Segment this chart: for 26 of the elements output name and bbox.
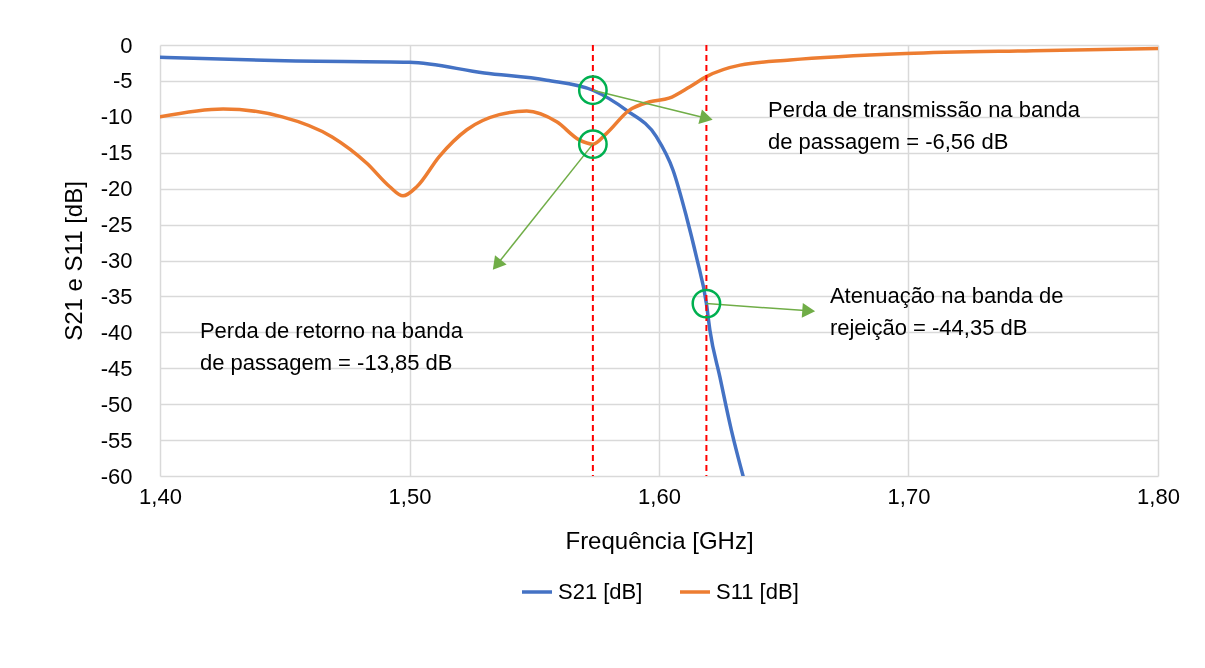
annotation: Perda de transmissão na banda de passagem = -6,56 dB [768, 96, 1081, 154]
x-tick-label: 1,80 [1137, 483, 1180, 509]
y-axis-title: S21 e S11 [dB] [59, 181, 87, 341]
y-tick-label: -45 [100, 355, 133, 381]
y-tick-label: -50 [100, 391, 133, 417]
annotation: Atenuação na banda de rejeição = -44,35 dB [829, 282, 1064, 340]
y-tick-label: -30 [100, 248, 133, 273]
y-tick-label: -5 [112, 68, 133, 94]
y-tick-label: -25 [100, 212, 133, 238]
x-tick-label: 1,70 [887, 483, 931, 509]
legend-label: S21 [dB] [558, 579, 643, 604]
y-tick-label: -35 [100, 283, 133, 309]
y-tick-label: -10 [100, 104, 133, 130]
y-tick-label: 0 [120, 32, 133, 58]
x-tick-label: 1,60 [638, 483, 681, 509]
x-axis-title: Frequência [GHz] [565, 526, 754, 554]
y-tick-label: -60 [100, 463, 133, 489]
x-tick-label: 1,40 [139, 483, 182, 509]
x-tick-label: 1,50 [388, 483, 432, 509]
y-tick-label: -20 [100, 176, 133, 202]
annotation: Perda de retorno na banda de passagem = -13,85 dB [199, 317, 464, 375]
y-tick-label: -55 [100, 427, 133, 453]
y-tick-label: -15 [100, 140, 133, 166]
line-series [160, 55, 745, 476]
legend-label: S11 [dB] [716, 579, 799, 604]
y-tick-label: -40 [100, 319, 133, 345]
